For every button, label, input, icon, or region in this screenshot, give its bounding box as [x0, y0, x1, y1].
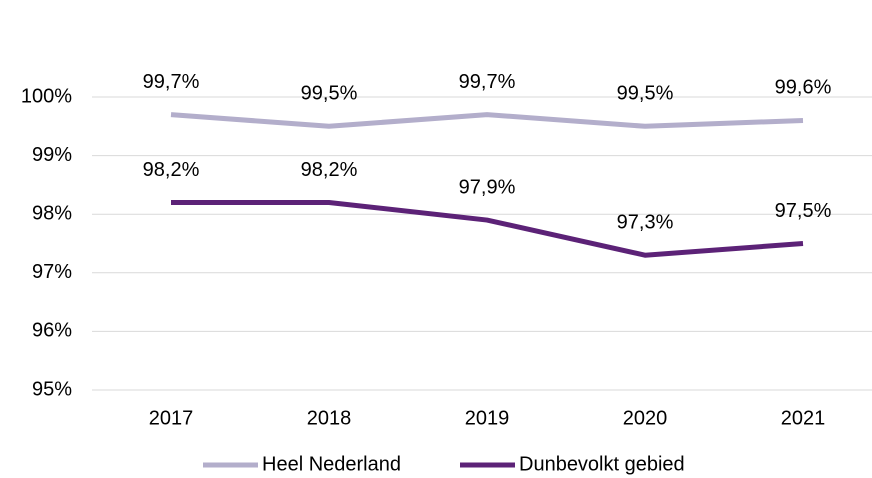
data-label: 99,5% [301, 83, 358, 105]
data-label: 98,2% [143, 159, 200, 181]
data-label: 99,7% [459, 71, 516, 93]
data-label: 99,6% [775, 77, 832, 99]
line-series [171, 199, 804, 258]
data-label: 97,3% [617, 212, 674, 234]
x-tick-label: 2019 [465, 407, 510, 429]
y-tick-label: 95% [32, 378, 72, 400]
legend-label: Dunbevolkt gebied [519, 453, 685, 475]
data-label: 97,5% [775, 200, 832, 222]
x-tick-label: 2021 [781, 407, 826, 429]
data-label: 99,5% [617, 83, 674, 105]
data-label: 99,7% [143, 71, 200, 93]
x-tick-label: 2020 [623, 407, 668, 429]
data-label: 98,2% [301, 159, 358, 181]
line-series [170, 112, 804, 129]
data-label: 97,9% [459, 176, 516, 198]
y-tick-label: 96% [32, 320, 72, 342]
y-tick-label: 98% [32, 202, 72, 224]
y-tick-label: 100% [21, 85, 72, 107]
y-tick-label: 99% [32, 144, 72, 166]
y-tick-label: 97% [32, 261, 72, 283]
legend-label: Heel Nederland [262, 453, 401, 475]
x-tick-label: 2018 [307, 407, 352, 429]
x-tick-label: 2017 [149, 407, 194, 429]
